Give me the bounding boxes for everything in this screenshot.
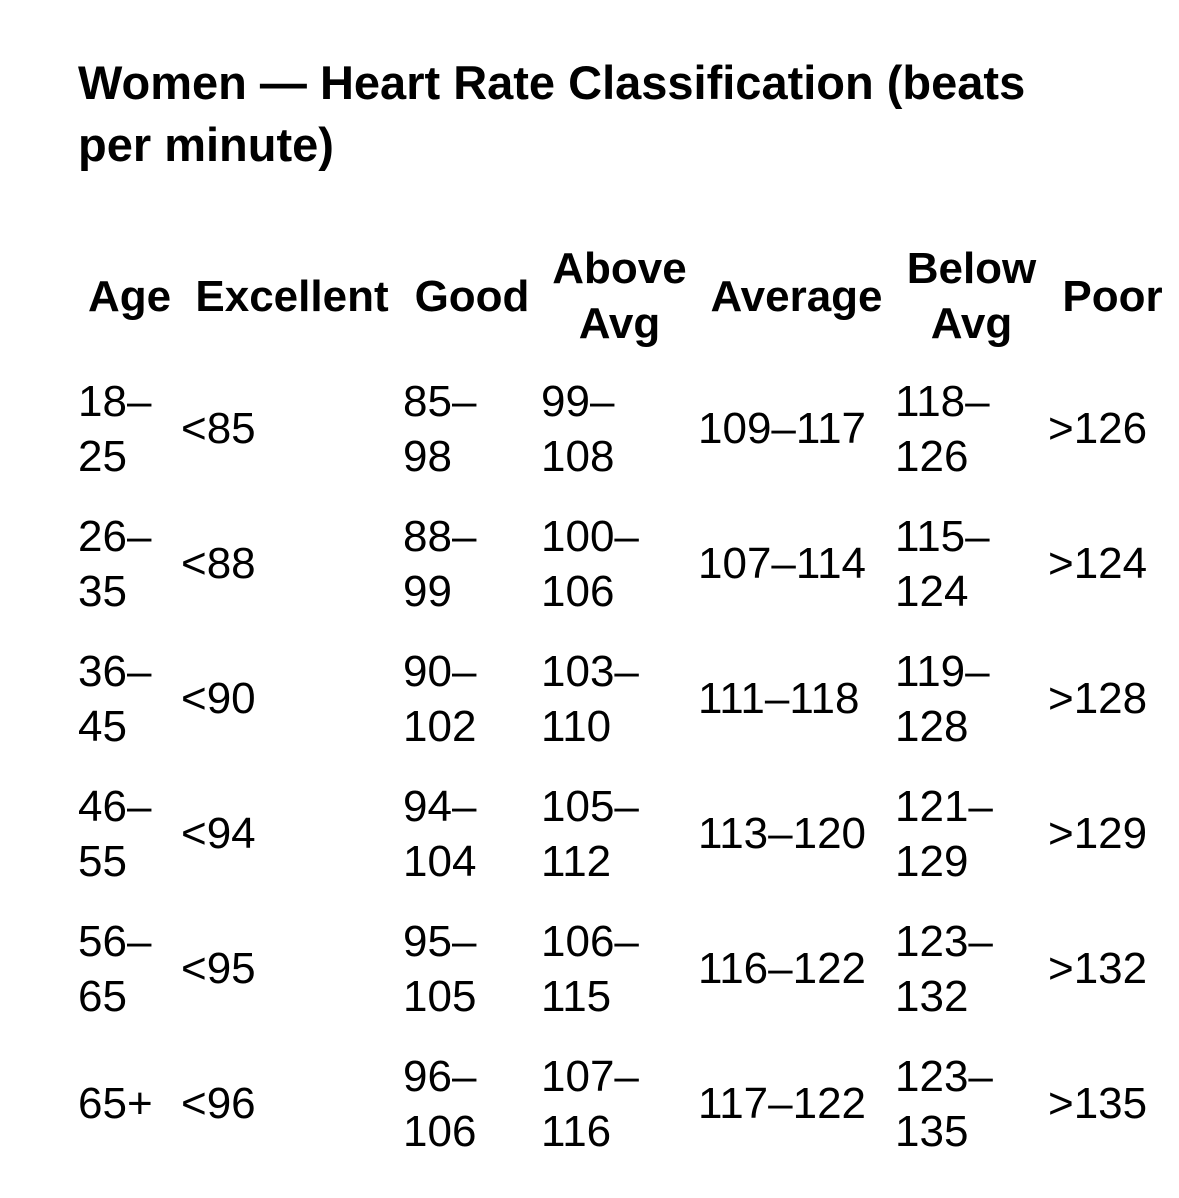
header-row: Age Excellent Good Above Avg Average Bel… (78, 231, 1177, 361)
cell-good: 85– 98 (403, 376, 477, 481)
cell-age: 56– 65 (78, 916, 152, 1021)
column-header-excellent: Excellent (195, 271, 389, 321)
cell-above-avg: 107– 116 (541, 1051, 639, 1156)
table-row-65-plus: 65+ <96 96– 106 107– 116 117–122 123– 13… (78, 1036, 1177, 1171)
cell-good: 96– 106 (403, 1051, 477, 1156)
cell-average: 109–117 (698, 404, 867, 454)
cell-poor: >124 (1048, 539, 1148, 589)
cell-above-avg: 99– 108 (541, 376, 615, 481)
cell-excellent: <96 (181, 1079, 256, 1129)
cell-average: 111–118 (698, 674, 860, 724)
cell-above-avg: 106– 115 (541, 916, 639, 1021)
cell-poor: >132 (1048, 944, 1148, 994)
cell-age: 65+ (78, 1079, 153, 1129)
cell-age: 26– 35 (78, 511, 152, 616)
cell-below-avg: 115– 124 (895, 511, 990, 616)
cell-above-avg: 103– 110 (541, 646, 639, 751)
cell-below-avg: 118– 126 (895, 376, 990, 481)
column-header-poor: Poor (1062, 271, 1163, 321)
column-header-below-avg: Below Avg (906, 244, 1037, 349)
cell-poor: >126 (1048, 404, 1148, 454)
column-header-good: Good (414, 271, 530, 321)
cell-excellent: <90 (181, 674, 256, 724)
cell-excellent: <85 (181, 404, 256, 454)
cell-average: 117–122 (698, 1079, 867, 1129)
cell-good: 90– 102 (403, 646, 477, 751)
cell-excellent: <94 (181, 809, 256, 859)
table-row-56-65: 56– 65 <95 95– 105 106– 115 116–122 123–… (78, 901, 1177, 1036)
column-header-above-avg: Above Avg (552, 244, 687, 349)
cell-below-avg: 119– 128 (895, 646, 990, 751)
cell-below-avg: 121– 129 (895, 781, 993, 886)
cell-average: 116–122 (698, 944, 867, 994)
cell-excellent: <95 (181, 944, 256, 994)
cell-age: 36– 45 (78, 646, 152, 751)
cell-poor: >129 (1048, 809, 1148, 859)
column-header-average: Average (710, 271, 883, 321)
cell-poor: >128 (1048, 674, 1148, 724)
cell-good: 95– 105 (403, 916, 477, 1021)
cell-below-avg: 123– 132 (895, 916, 993, 1021)
cell-poor: >135 (1048, 1079, 1148, 1129)
cell-above-avg: 105– 112 (541, 781, 639, 886)
cell-excellent: <88 (181, 539, 256, 589)
table-row-36-45: 36– 45 <90 90– 102 103– 110 111–118 119–… (78, 631, 1177, 766)
table-row-26-35: 26– 35 <88 88– 99 100– 106 107–114 115– … (78, 496, 1177, 631)
heart-rate-table: Age Excellent Good Above Avg Average Bel… (78, 231, 1177, 1171)
table-row-18-25: 18– 25 <85 85– 98 99– 108 109–117 118– 1… (78, 361, 1177, 496)
cell-below-avg: 123– 135 (895, 1051, 993, 1156)
cell-age: 18– 25 (78, 376, 152, 481)
cell-age: 46– 55 (78, 781, 152, 886)
cell-average: 107–114 (698, 539, 867, 589)
page-title: Women — Heart Rate Classification (beats… (78, 56, 1026, 172)
cell-good: 94– 104 (403, 781, 477, 886)
cell-average: 113–120 (698, 809, 867, 859)
table-body: 18– 25 <85 85– 98 99– 108 109–117 118– 1… (78, 361, 1177, 1171)
cell-good: 88– 99 (403, 511, 477, 616)
column-header-age: Age (87, 271, 172, 321)
table-header: Age Excellent Good Above Avg Average Bel… (78, 231, 1177, 361)
cell-above-avg: 100– 106 (541, 511, 639, 616)
table-row-46-55: 46– 55 <94 94– 104 105– 112 113–120 121–… (78, 766, 1177, 901)
